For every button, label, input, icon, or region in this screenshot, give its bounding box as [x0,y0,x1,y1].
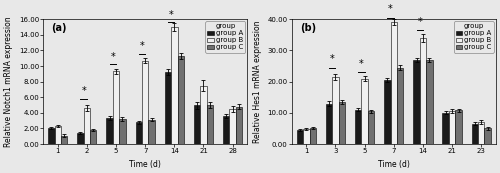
Bar [472,124,478,144]
Bar [171,27,177,144]
Bar [236,107,242,144]
Bar [310,128,316,144]
Text: *: * [330,54,334,65]
Bar [296,130,303,144]
Bar [426,60,432,144]
Text: *: * [418,17,422,27]
Bar [390,22,397,144]
Bar [200,85,206,144]
Bar [90,130,96,144]
Legend: group A, group B, group C: group A, group B, group C [454,21,494,53]
Bar [326,103,332,144]
Bar [54,126,61,144]
Bar [420,38,426,144]
Bar [106,118,113,144]
Text: *: * [140,41,144,51]
Bar [164,72,171,144]
Bar [136,122,142,144]
Bar [61,135,68,144]
Text: *: * [169,10,173,20]
Bar [456,110,462,144]
Bar [113,71,119,144]
Bar [119,119,126,144]
Bar [48,128,54,144]
Legend: group A, group B, group C: group A, group B, group C [206,21,245,53]
Bar [148,120,155,144]
Bar [303,129,310,144]
Bar [414,60,420,144]
Bar [362,79,368,144]
Bar [206,105,213,144]
X-axis label: Time (d): Time (d) [129,160,161,169]
Bar [142,61,148,144]
Text: *: * [110,52,115,62]
Bar [178,56,184,144]
Bar [338,102,345,144]
Bar [384,80,390,144]
Bar [194,105,200,144]
X-axis label: Time (d): Time (d) [378,160,410,169]
Text: (b): (b) [300,23,316,33]
Bar [449,111,456,144]
Bar [332,77,338,144]
Bar [442,113,449,144]
Bar [368,111,374,144]
Y-axis label: Relative Notch1 mRNA expression: Relative Notch1 mRNA expression [4,16,13,147]
Bar [484,129,491,144]
Text: *: * [388,4,393,15]
Bar [84,108,90,144]
Bar [397,68,404,144]
Bar [230,109,236,144]
Text: (a): (a) [52,23,67,33]
Bar [355,110,362,144]
Bar [223,116,230,144]
Y-axis label: Relative Hes1 mRNA expression: Relative Hes1 mRNA expression [253,20,262,143]
Bar [77,133,84,144]
Text: *: * [82,86,86,97]
Text: *: * [359,59,364,69]
Bar [478,122,484,144]
